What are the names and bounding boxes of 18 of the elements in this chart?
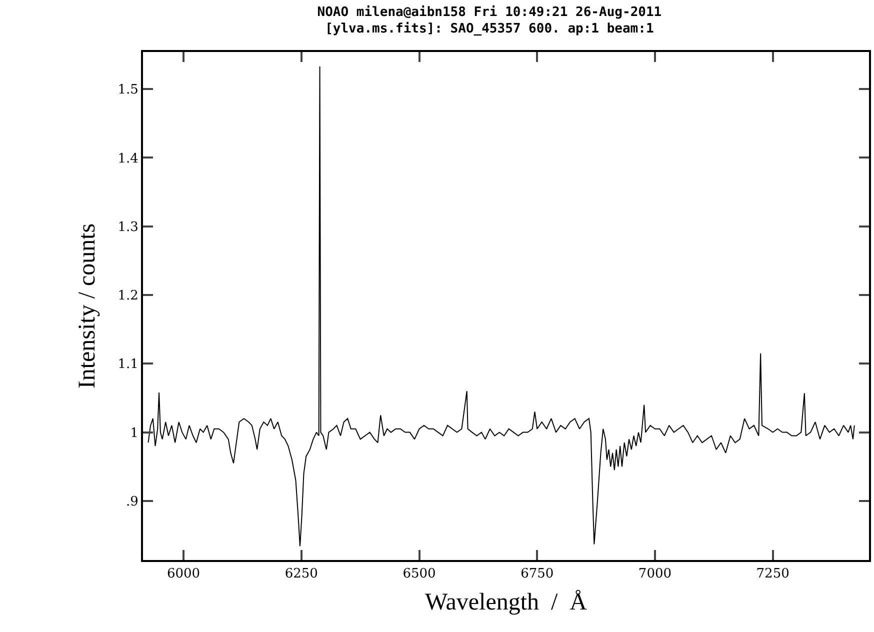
y-tick-label: .9 xyxy=(126,494,138,510)
y-tick-label: 1.2 xyxy=(118,288,138,304)
x-axis-title: Wavelength / Å xyxy=(424,589,588,616)
y-tick-label: 1.5 xyxy=(118,82,138,98)
chart-title: NOAO milena@aibn158 Fri 10:49:21 26-Aug-2011 xyxy=(317,4,662,20)
line-series xyxy=(148,66,855,547)
x-tick-label: 7250 xyxy=(756,566,790,582)
y-tick-label: 1 xyxy=(130,426,138,441)
y-tick-label: 1.1 xyxy=(118,357,138,372)
x-tick-label: 6750 xyxy=(520,566,554,582)
x-tick-label: 6250 xyxy=(284,566,318,582)
x-tick-label: 6000 xyxy=(166,566,200,582)
x-tick-label: 6500 xyxy=(402,566,436,582)
x-tick-label: 7000 xyxy=(638,566,672,582)
y-tick-label: 1.4 xyxy=(118,151,138,166)
y-axis-title: Intensity / counts xyxy=(74,223,100,389)
y-tick-label: 1.3 xyxy=(118,220,138,235)
chart-subtitle: [ylva.ms.fits]: SAO_45357 600. ap:1 beam:1 xyxy=(325,22,654,37)
